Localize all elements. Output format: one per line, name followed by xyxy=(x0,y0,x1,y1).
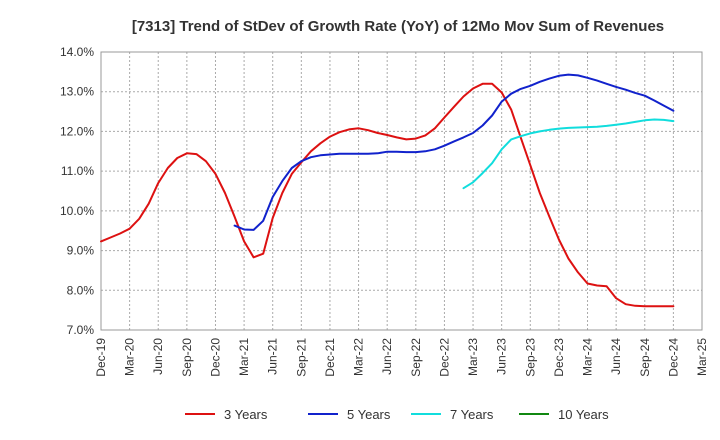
series-line-5-years xyxy=(233,73,675,231)
x-tick-label: Mar-21 xyxy=(237,338,251,376)
x-tick-label: Sep-21 xyxy=(294,338,308,377)
x-tick-label: Jun-23 xyxy=(495,338,509,375)
y-tick-label: 12.0% xyxy=(60,124,94,138)
legend-label-3-years: 3 Years xyxy=(224,407,268,422)
y-tick-label: 14.0% xyxy=(60,45,94,59)
x-tick-label: Mar-22 xyxy=(352,338,366,376)
x-tick-label: Sep-20 xyxy=(180,338,194,377)
legend-label-5-years: 5 Years xyxy=(347,407,391,422)
x-axis: Dec-19 Mar-20 Jun-20 Sep-20 Dec-20 Mar-21 Jun-… xyxy=(94,338,709,377)
y-tick-label: 11.0% xyxy=(61,164,94,178)
y-tick-label: 10.0% xyxy=(60,204,94,218)
x-tick-label: Dec-23 xyxy=(552,338,566,377)
series-line-7-years xyxy=(462,118,675,190)
x-tick-label: Jun-22 xyxy=(380,338,394,375)
grid xyxy=(101,52,702,330)
x-tick-label: Mar-25 xyxy=(695,338,709,376)
y-tick-label: 13.0% xyxy=(60,85,94,99)
x-tick-label: Dec-19 xyxy=(94,338,108,377)
series-line-3-years xyxy=(100,82,675,308)
plot-area xyxy=(100,51,703,331)
x-tick-label: Jun-20 xyxy=(151,338,165,375)
x-tick-label: Sep-24 xyxy=(638,338,652,377)
x-tick-label: Mar-24 xyxy=(581,338,595,376)
x-tick-label: Dec-22 xyxy=(437,338,451,377)
legend: 3 Years 5 Years 7 Years 10 Years xyxy=(185,407,609,422)
x-tick-label: Dec-20 xyxy=(208,338,222,377)
y-tick-label: 9.0% xyxy=(67,244,95,258)
x-tick-label: Mar-23 xyxy=(466,338,480,376)
x-tick-label: Jun-24 xyxy=(609,338,623,375)
x-tick-label: Sep-23 xyxy=(523,338,537,377)
legend-label-7-years: 7 Years xyxy=(450,407,494,422)
y-tick-label: 7.0% xyxy=(67,323,95,337)
legend-label-10-years: 10 Years xyxy=(558,407,609,422)
series-layer xyxy=(100,73,675,308)
chart-title: [7313] Trend of StDev of Growth Rate (Yo… xyxy=(132,18,664,35)
x-tick-label: Sep-22 xyxy=(409,338,423,377)
y-axis: 7.0% 8.0% 9.0% 10.0% 11.0% 12.0% 13.0% 14.0% xyxy=(60,45,94,337)
x-tick-label: Dec-24 xyxy=(666,338,680,377)
x-tick-label: Dec-21 xyxy=(323,338,337,377)
x-tick-label: Jun-21 xyxy=(266,338,280,375)
x-tick-label: Mar-20 xyxy=(123,338,137,376)
y-tick-label: 8.0% xyxy=(67,283,95,297)
